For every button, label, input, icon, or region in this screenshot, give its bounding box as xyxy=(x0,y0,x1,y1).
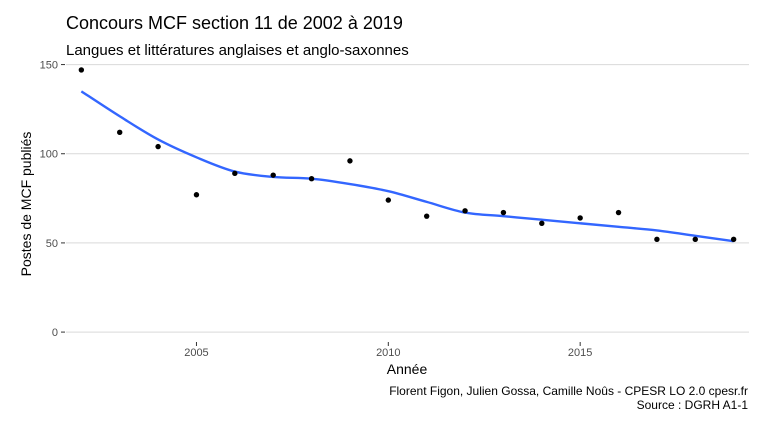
data-point xyxy=(539,220,545,226)
data-point xyxy=(347,158,353,164)
x-tick-label: 2010 xyxy=(376,347,400,359)
data-points xyxy=(78,67,737,243)
chart-caption: Florent Figon, Julien Gossa, Camille Noû… xyxy=(389,384,748,412)
data-point xyxy=(232,170,238,177)
y-tick-label: 0 xyxy=(52,327,58,339)
x-tick-label: 2005 xyxy=(184,347,208,359)
data-point xyxy=(577,215,583,221)
y-tick-label: 100 xyxy=(40,149,58,161)
data-point xyxy=(500,209,507,216)
chart-subtitle: Langues et littératures anglaises et ang… xyxy=(66,42,409,59)
data-point xyxy=(270,172,276,178)
data-point xyxy=(385,197,392,203)
data-point xyxy=(155,143,161,150)
data-point xyxy=(193,192,200,198)
x-axis-title: Année xyxy=(387,361,428,377)
chart-title: Concours MCF section 11 de 2002 à 2019 xyxy=(66,13,403,33)
trend-line xyxy=(80,90,734,243)
gridlines xyxy=(66,64,749,333)
y-axis-title: Postes de MCF publiés xyxy=(18,132,34,277)
y-tick-label: 50 xyxy=(46,238,58,250)
data-point xyxy=(692,236,698,243)
data-point xyxy=(423,213,430,219)
x-tick-label: 2015 xyxy=(568,347,592,359)
data-point xyxy=(78,67,85,73)
data-point xyxy=(615,209,622,216)
data-point xyxy=(308,176,315,182)
caption-credits: Florent Figon, Julien Gossa, Camille Noû… xyxy=(389,384,748,398)
data-point xyxy=(117,129,123,136)
data-point xyxy=(730,236,737,243)
data-point xyxy=(462,208,468,214)
y-tick-label: 150 xyxy=(40,60,58,72)
data-point xyxy=(654,236,660,243)
axis-ticks: 0 50 100 150 2005 2010 2015 xyxy=(40,60,593,359)
caption-source: Source : DGRH A1-1 xyxy=(636,398,748,412)
